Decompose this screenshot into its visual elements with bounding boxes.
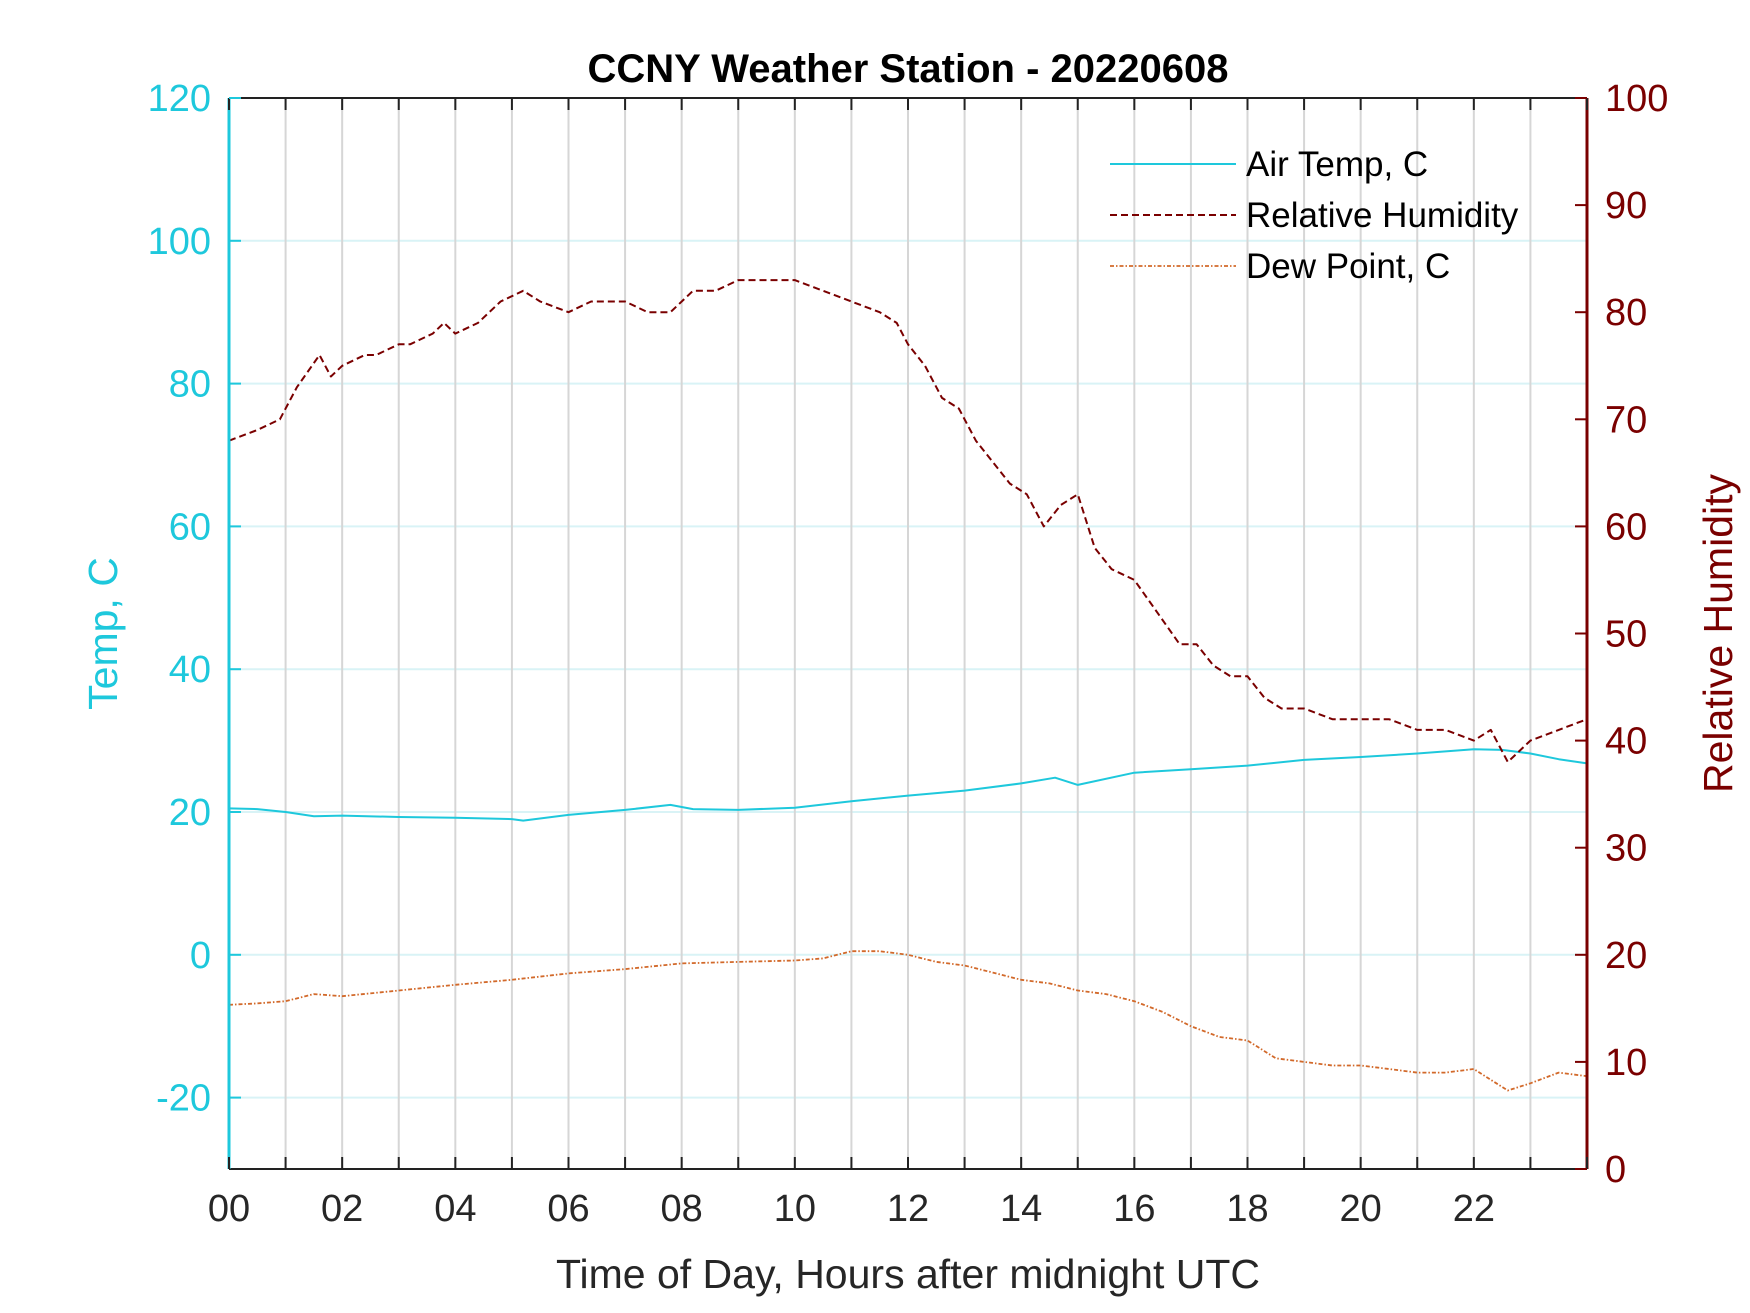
x-tick-label: 12 xyxy=(887,1188,929,1230)
y-right-tick-label: 80 xyxy=(1605,292,1647,334)
y-left-tick-label: 80 xyxy=(169,364,211,406)
x-tick-label: 14 xyxy=(1000,1188,1042,1230)
y-right-tick-label: 0 xyxy=(1605,1149,1626,1191)
legend-label: Relative Humidity xyxy=(1246,196,1519,235)
x-tick-label: 00 xyxy=(208,1188,250,1230)
y-right-tick-label: 60 xyxy=(1605,506,1647,548)
legend-label: Dew Point, C xyxy=(1246,247,1450,286)
y-left-tick-label: 40 xyxy=(169,649,211,691)
x-tick-label: 22 xyxy=(1453,1188,1495,1230)
legend-label: Air Temp, C xyxy=(1246,145,1428,184)
y-right-tick-label: 70 xyxy=(1605,399,1647,441)
y-right-axis-label: Relative Humidity xyxy=(1695,474,1741,793)
y-right-tick-label: 20 xyxy=(1605,935,1647,977)
y-right-tick-label: 100 xyxy=(1605,78,1668,120)
x-tick-label: 16 xyxy=(1113,1188,1155,1230)
y-left-tick-label: 0 xyxy=(190,935,211,977)
y-left-tick-label: 120 xyxy=(148,78,211,120)
y-right-tick-label: 40 xyxy=(1605,721,1647,763)
x-tick-label: 10 xyxy=(774,1188,816,1230)
x-tick-label: 08 xyxy=(661,1188,703,1230)
y-left-axis-label: Temp, C xyxy=(80,557,126,710)
x-tick-label: 02 xyxy=(321,1188,363,1230)
y-left-tick-label: 60 xyxy=(169,506,211,548)
y-right-tick-label: 50 xyxy=(1605,614,1647,656)
x-axis-label: Time of Day, Hours after midnight UTC xyxy=(556,1251,1260,1297)
x-tick-label: 20 xyxy=(1340,1188,1382,1230)
series-line-2 xyxy=(228,279,1588,763)
x-tick-label: 06 xyxy=(547,1188,589,1230)
y-left-tick-label: -20 xyxy=(156,1078,211,1120)
y-right-tick-label: 30 xyxy=(1605,828,1647,870)
y-left-tick-label: 100 xyxy=(148,221,211,263)
y-left-tick-label: 20 xyxy=(169,792,211,834)
x-tick-label: 04 xyxy=(434,1188,476,1230)
x-tick-label: 18 xyxy=(1226,1188,1268,1230)
y-right-tick-label: 10 xyxy=(1605,1042,1647,1084)
series-line-1 xyxy=(228,748,1588,822)
y-right-tick-label: 90 xyxy=(1605,185,1647,227)
chart-title: CCNY Weather Station - 20220608 xyxy=(588,47,1229,91)
